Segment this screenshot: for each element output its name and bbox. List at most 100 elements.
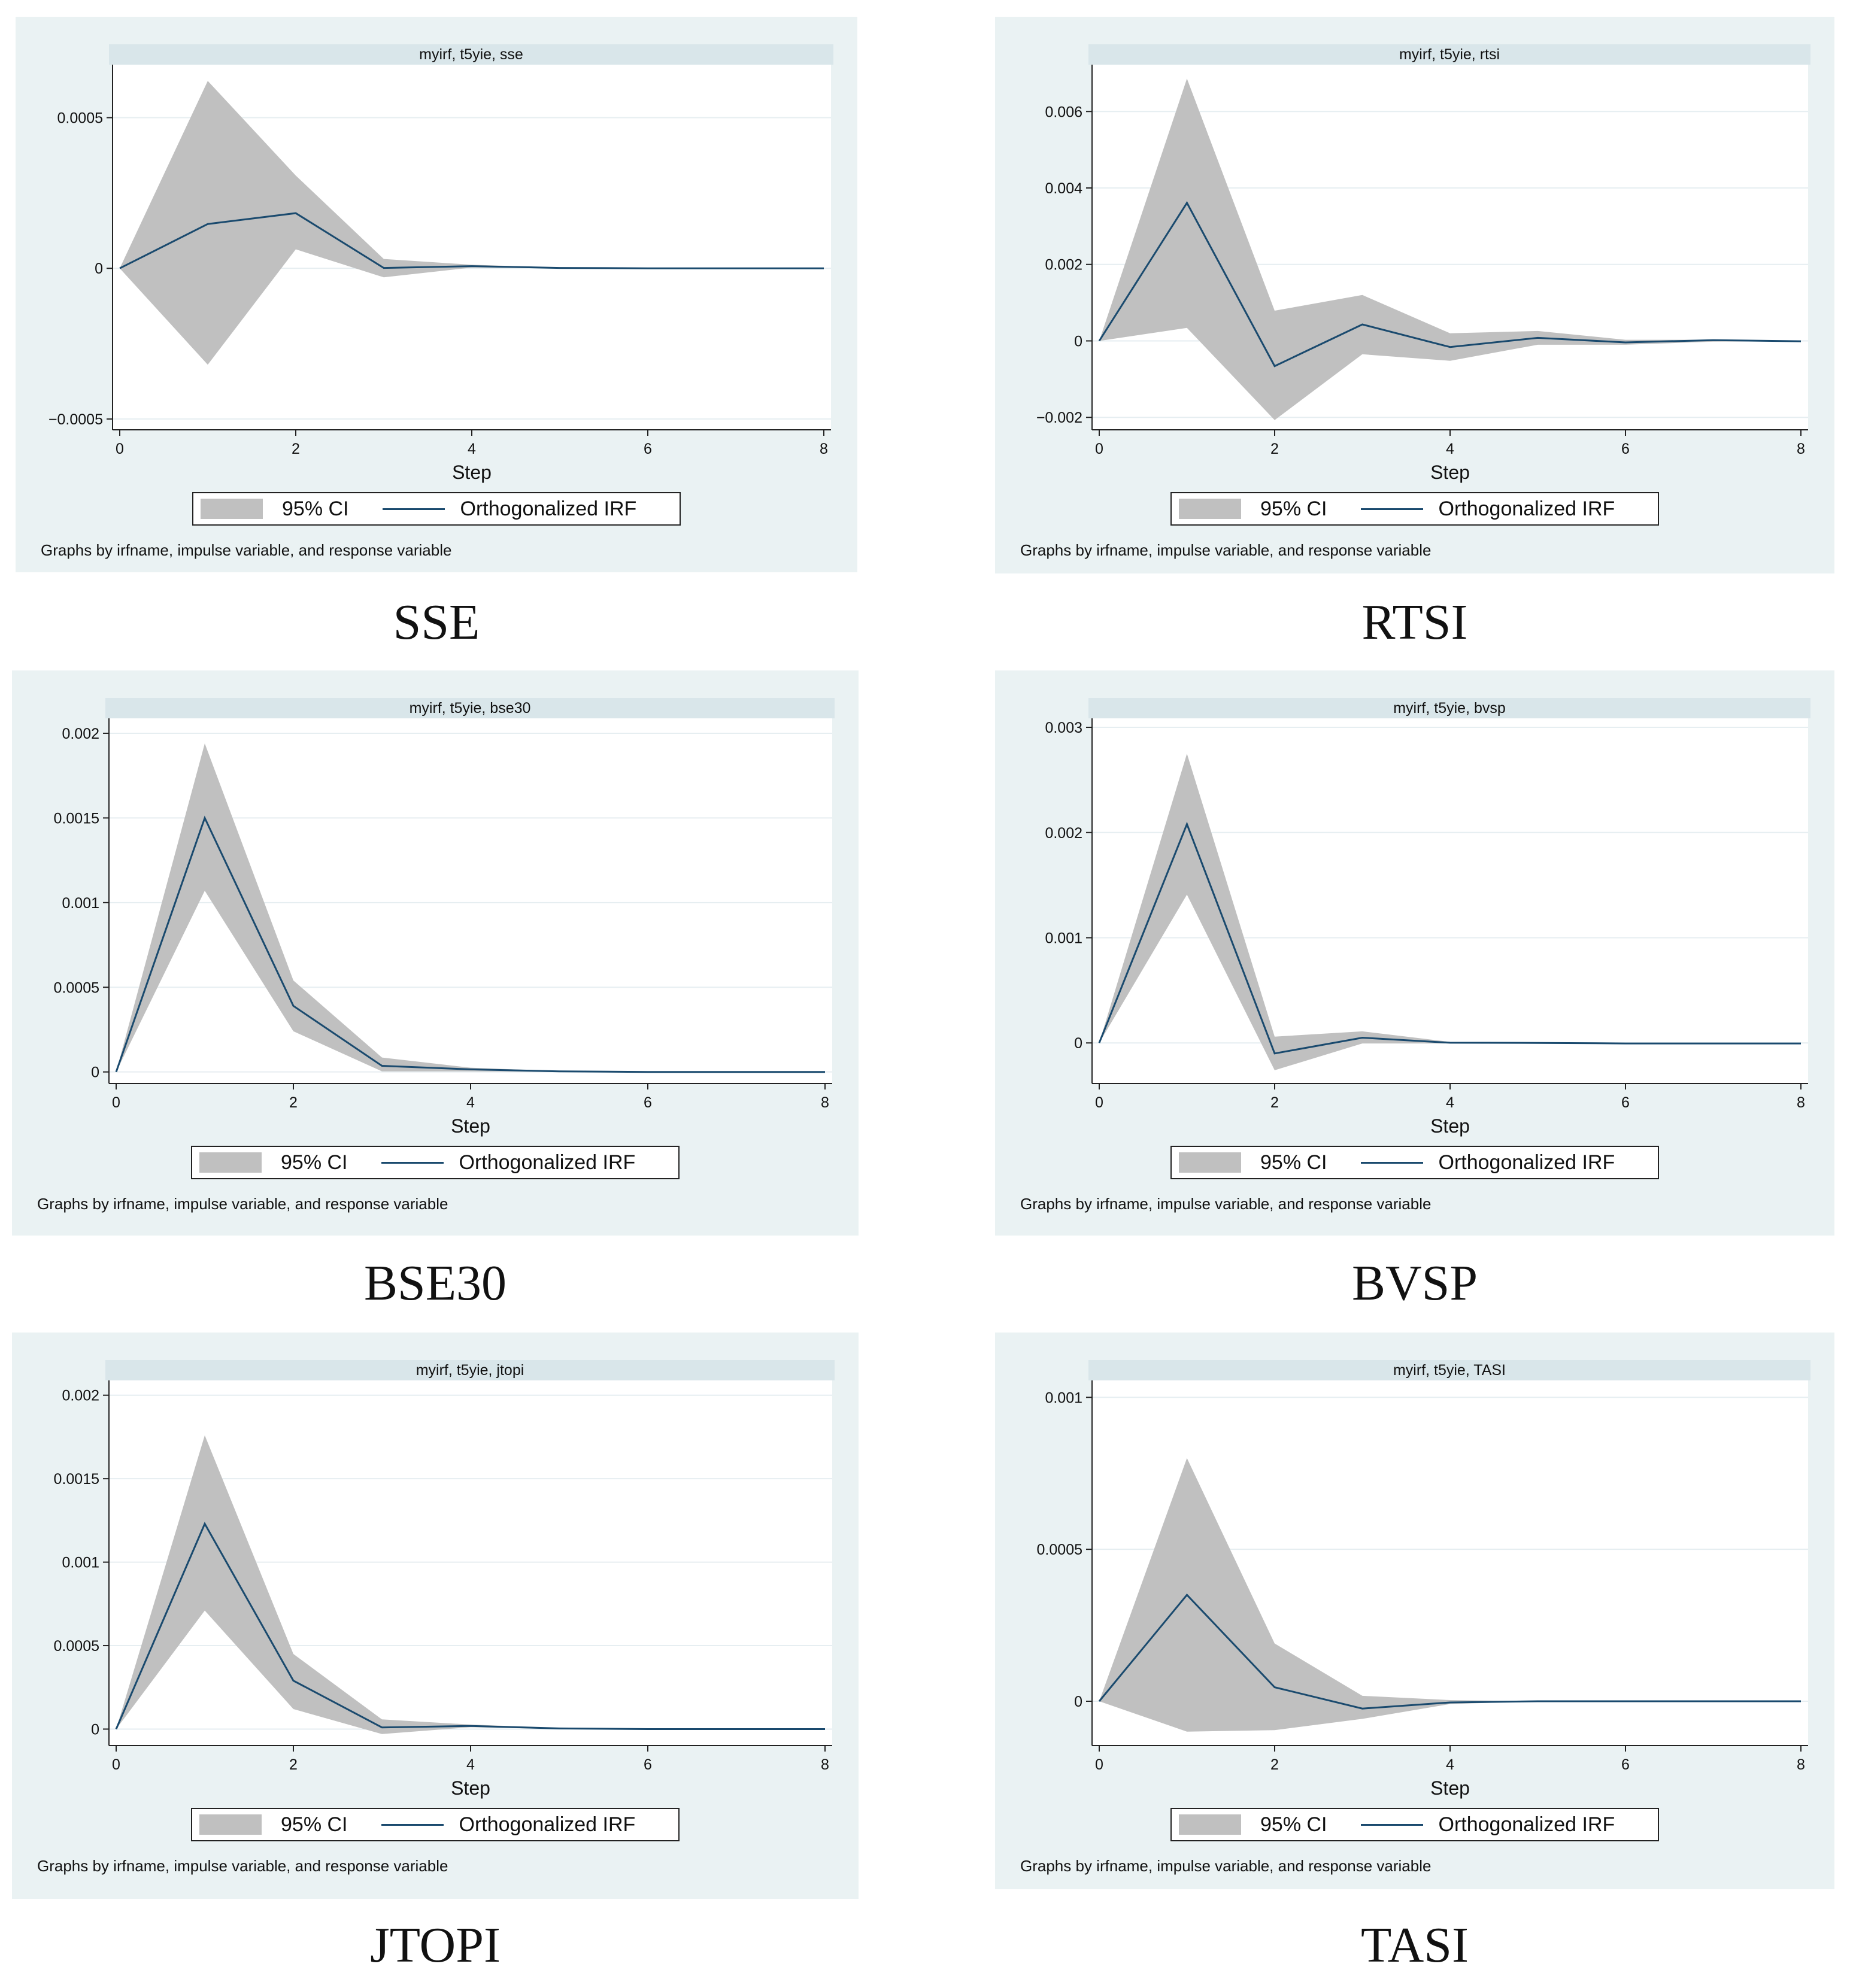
x-tick-label: 0: [1095, 441, 1103, 457]
y-tick-label: 0.002: [62, 1388, 99, 1404]
y-tick-label: 0: [1074, 333, 1082, 350]
legend-label-ci: 95% CI: [281, 1813, 348, 1836]
x-tick-label: 2: [1270, 1094, 1279, 1111]
x-tick-label: 8: [1797, 1756, 1805, 1773]
x-axis-label: Step: [451, 1777, 490, 1799]
panel-caption: RTSI: [1361, 594, 1468, 650]
y-tick-label: 0: [91, 1721, 99, 1738]
legend-label-ci: 95% CI: [1260, 1151, 1327, 1174]
x-tick-label: 8: [821, 1094, 829, 1111]
chart-legend: 95% CI Orthogonalized IRF: [1170, 1146, 1659, 1179]
y-tick-label: 0.001: [62, 1555, 99, 1571]
irf-panel-sse: myirf, t5yie, sse −0.0005 0 0.0005 0 2 4 6 8 Step…: [16, 17, 857, 572]
graph-footnote: Graphs by irfname, impulse variable, and…: [1020, 541, 1432, 559]
irf-swatch: [381, 1823, 444, 1826]
x-tick-label: 0: [112, 1756, 120, 1773]
ci-swatch: [1179, 499, 1241, 519]
y-tick-label: 0.002: [62, 726, 99, 742]
irf-chart-svg: myirf, t5yie, TASI 0 0.0005 0.001 0 2 4 6 8 Step: [1037, 1360, 1810, 1799]
ci-swatch: [1179, 1814, 1241, 1835]
y-tick-label: 0.0005: [54, 979, 99, 996]
title-strip: [105, 698, 835, 718]
x-tick-label: 4: [466, 1756, 475, 1773]
irf-panel-rtsi: myirf, t5yie, rtsi −0.002 0 0.002 0.004 0.006…: [995, 17, 1834, 573]
chart-legend: 95% CI Orthogonalized IRF: [192, 492, 681, 526]
chart-title: myirf, t5yie, rtsi: [1399, 46, 1500, 63]
irf-chart-svg: myirf, t5yie, jtopi 0 0.0005 0.001 0.0015 0.0…: [54, 1360, 835, 1799]
legend-label-ci: 95% CI: [282, 497, 349, 520]
chart-legend: 95% CI Orthogonalized IRF: [191, 1146, 680, 1179]
ci-swatch: [1179, 1152, 1241, 1173]
panel-caption: BVSP: [1351, 1255, 1478, 1311]
panel-caption: TASI: [1361, 1917, 1469, 1973]
legend-label-irf: Orthogonalized IRF: [460, 497, 637, 520]
x-tick-label: 6: [644, 1094, 652, 1111]
irf-panel-tasi: myirf, t5yie, TASI 0 0.0005 0.001 0 2 4 6 8 Step 9…: [995, 1333, 1834, 1889]
y-tick-label: 0.0015: [54, 810, 99, 827]
x-tick-label: 6: [1621, 441, 1630, 457]
x-tick-label: 2: [1270, 441, 1279, 457]
irf-panel-bvsp: myirf, t5yie, bvsp 0 0.001 0.002 0.003 0 2 4 6 8 S…: [995, 670, 1834, 1236]
x-axis-label: Step: [452, 462, 492, 483]
y-tick-label: 0.001: [62, 895, 99, 912]
panel-caption: BSE30: [363, 1255, 507, 1311]
y-tick-label: 0.002: [1045, 257, 1082, 274]
y-tick-label: 0.004: [1045, 180, 1082, 197]
y-tick-label: 0.006: [1045, 104, 1082, 120]
x-tick-label: 2: [292, 441, 300, 457]
graph-footnote: Graphs by irfname, impulse variable, and…: [41, 541, 452, 559]
graph-footnote: Graphs by irfname, impulse variable, and…: [37, 1195, 448, 1213]
irf-chart-svg: myirf, t5yie, bvsp 0 0.001 0.002 0.003 0 2 4 6 8 S…: [1045, 698, 1810, 1137]
y-tick-label: 0.0005: [1037, 1541, 1082, 1558]
chart-title: myirf, t5yie, bvsp: [1393, 700, 1506, 717]
legend-label-irf: Orthogonalized IRF: [1438, 1151, 1615, 1174]
ci-swatch: [199, 1814, 262, 1835]
chart-title: myirf, t5yie, TASI: [1393, 1362, 1506, 1379]
x-tick-label: 2: [289, 1756, 298, 1773]
ci-swatch: [201, 499, 263, 519]
irf-chart-svg: myirf, t5yie, rtsi −0.002 0 0.002 0.004 0.006…: [1036, 44, 1810, 483]
x-tick-label: 8: [820, 441, 828, 457]
x-tick-label: 4: [468, 441, 476, 457]
legend-label-ci: 95% CI: [1260, 497, 1327, 520]
x-tick-label: 6: [1621, 1756, 1630, 1773]
x-tick-label: 4: [1446, 441, 1454, 457]
x-tick-label: 8: [1797, 1094, 1805, 1111]
legend-label-irf: Orthogonalized IRF: [459, 1813, 636, 1836]
graph-footnote: Graphs by irfname, impulse variable, and…: [37, 1857, 448, 1875]
x-axis-label: Step: [1430, 1777, 1470, 1799]
irf-swatch: [1360, 1161, 1423, 1164]
chart-legend: 95% CI Orthogonalized IRF: [191, 1808, 680, 1841]
ci-band: [1099, 1458, 1801, 1732]
chart-title: myirf, t5yie, sse: [419, 46, 523, 63]
x-tick-label: 6: [1621, 1094, 1630, 1111]
y-tick-label: 0.0005: [57, 110, 103, 127]
irf-swatch: [381, 1161, 444, 1164]
y-tick-label: 0.002: [1045, 825, 1082, 842]
title-strip: [1088, 44, 1810, 65]
title-strip: [1088, 1360, 1810, 1380]
legend-label-ci: 95% CI: [1260, 1813, 1327, 1836]
title-strip: [105, 1360, 835, 1380]
chart-legend: 95% CI Orthogonalized IRF: [1170, 492, 1659, 526]
y-tick-label: 0: [95, 260, 103, 277]
x-tick-label: 4: [1446, 1756, 1454, 1773]
irf-chart-svg: myirf, t5yie, sse −0.0005 0 0.0005 0 2 4 6 8 Step: [48, 44, 833, 483]
y-tick-label: 0: [1074, 1693, 1082, 1710]
irf-swatch: [382, 508, 445, 510]
x-axis-label: Step: [1430, 462, 1470, 483]
y-tick-label: −0.0005: [48, 411, 103, 428]
irf-panel-bse30: myirf, t5yie, bse30 0 0.0005 0.001 0.0015 0.0…: [12, 670, 859, 1236]
y-tick-label: −0.002: [1036, 409, 1082, 426]
legend-label-irf: Orthogonalized IRF: [1438, 1813, 1615, 1836]
y-tick-label: 0.0005: [54, 1638, 99, 1655]
ci-swatch: [199, 1152, 262, 1173]
y-tick-label: 0: [91, 1064, 99, 1081]
chart-title: myirf, t5yie, jtopi: [416, 1362, 524, 1379]
x-tick-label: 4: [466, 1094, 475, 1111]
x-axis-label: Step: [451, 1115, 490, 1137]
graph-footnote: Graphs by irfname, impulse variable, and…: [1020, 1195, 1432, 1213]
x-tick-label: 0: [112, 1094, 120, 1111]
chart-title: myirf, t5yie, bse30: [410, 700, 531, 717]
x-tick-label: 0: [116, 441, 124, 457]
